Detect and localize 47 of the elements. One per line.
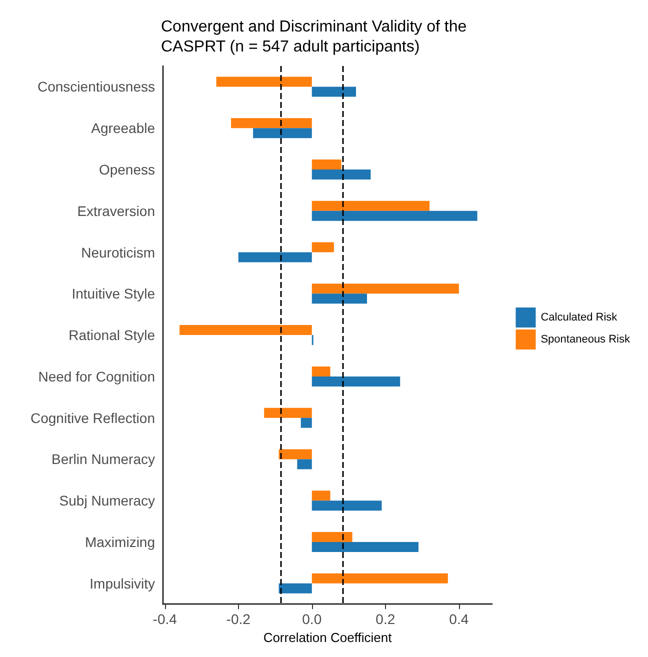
bar [312,284,459,294]
y-tick-label: Berlin Numeracy [52,451,155,468]
x-tick-label: -0.2 [226,611,251,628]
y-tick-label: Impulsivity [90,575,155,592]
bar [312,500,382,511]
x-tick-label: 0.4 [449,611,469,628]
x-tick-label: 0.2 [376,611,396,628]
bar [297,459,312,470]
y-tick-label: Extraversion [77,202,155,219]
bar [180,325,312,336]
bar [312,490,330,501]
y-tick-label: Maximizing [84,534,155,550]
bar [312,573,448,584]
y-tick-label: Need for Cognition [38,368,155,384]
bar [312,210,478,221]
y-tick-label: Conscientiousness [37,78,155,95]
bar [231,118,312,128]
x-tick-label: 0.0 [302,611,322,628]
y-tick-label: Intuitive Style [72,286,156,302]
x-tick-label: -0.4 [152,611,178,628]
bar [312,542,418,552]
bar [312,366,330,376]
bar [312,532,352,542]
bar [312,294,368,304]
bar [278,583,312,594]
chart-title: Convergent and Discriminant Validity of the CASPRT (n = 547 adult participants) [161,18,467,56]
legend-label: Spontaneous Risk [540,334,630,346]
bar [312,376,400,386]
y-tick-label: Subj Numeracy [59,492,155,509]
y-tick-label: Openess [98,161,155,178]
legend-label: Calculated Risk [540,312,618,324]
bar [264,408,312,418]
bar [216,76,312,87]
bar [312,242,334,252]
y-tick-label: Agreeable [91,120,156,136]
bar [312,159,342,170]
bar [278,449,312,460]
bar [312,200,430,211]
bar [312,86,356,97]
y-tick-label: Neuroticism [81,244,155,260]
y-tick-label: Rational Style [68,327,156,344]
bar [238,252,312,262]
x-axis-title: Correlation Coefficient [263,630,392,645]
bar [300,418,312,428]
y-tick-label: Cognitive Reflection [30,410,155,426]
bar [253,128,312,138]
bar [312,169,371,180]
